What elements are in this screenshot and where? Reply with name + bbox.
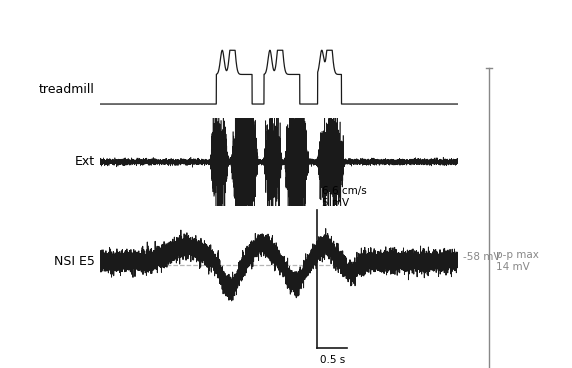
Text: 6.6 cm/s
5 mV: 6.6 cm/s 5 mV bbox=[322, 186, 367, 208]
Text: 0.5 s: 0.5 s bbox=[320, 355, 345, 365]
Text: -58 mV: -58 mV bbox=[463, 252, 501, 262]
Text: treadmill: treadmill bbox=[38, 83, 94, 96]
Text: Ext: Ext bbox=[74, 155, 94, 169]
Text: NSI E5: NSI E5 bbox=[54, 255, 94, 268]
Text: p-p max
14 mV: p-p max 14 mV bbox=[496, 251, 539, 272]
